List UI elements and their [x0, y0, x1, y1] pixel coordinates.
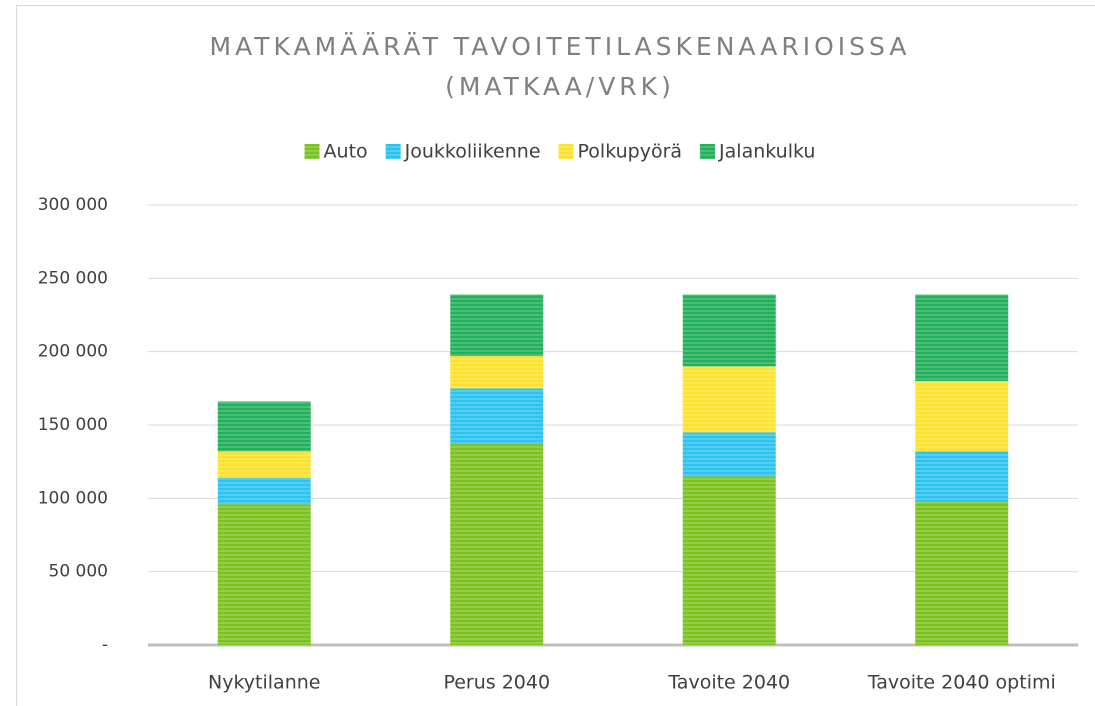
x-tick-label: Tavoite 2040 optimi [867, 672, 1056, 694]
y-tick-label: 150 000 [38, 415, 108, 435]
bar-segment [450, 294, 544, 357]
legend-label: Auto [324, 141, 368, 163]
x-tick-label: Perus 2040 [443, 672, 550, 694]
legend-swatch [304, 144, 320, 159]
bar-segment [682, 432, 776, 477]
y-tick-label: 200 000 [38, 342, 108, 362]
legend-label: Jalankulku [718, 141, 815, 163]
bar-segment [915, 451, 1009, 502]
bar-segment [217, 504, 311, 645]
bar-segment [450, 388, 544, 445]
legend-swatch [558, 144, 574, 159]
legend-swatch [385, 144, 401, 159]
x-tick-label: Tavoite 2040 [667, 672, 790, 694]
bar-segment [217, 451, 311, 478]
bar-segment [217, 477, 311, 505]
legend-label: Polkupyörä [578, 141, 683, 163]
bar-segment [450, 356, 544, 389]
y-tick-label: 300 000 [38, 195, 108, 215]
y-tick-label: 100 000 [38, 488, 108, 508]
y-tick-label: 250 000 [38, 268, 108, 288]
bar-segment [682, 366, 776, 433]
legend-label: Joukkoliikenne [404, 141, 541, 163]
legend-swatch [700, 144, 716, 159]
bar-segment [915, 501, 1009, 645]
bar-segment [682, 476, 776, 645]
bar-segment [682, 294, 776, 367]
y-tick-label: 50 000 [49, 562, 108, 582]
y-tick-label: - [102, 635, 108, 655]
chart-border [16, 5, 1095, 706]
chart-title: MATKAMÄÄRÄT TAVOITETILASKENAARIOISSA [210, 32, 911, 61]
chart-title: (MATKAA/VRK) [445, 72, 675, 101]
bar-segment [915, 294, 1009, 381]
bar-segment [450, 444, 544, 645]
bar-segment [915, 381, 1009, 452]
x-tick-label: Nykytilanne [208, 672, 320, 694]
bar-segment [217, 401, 311, 452]
